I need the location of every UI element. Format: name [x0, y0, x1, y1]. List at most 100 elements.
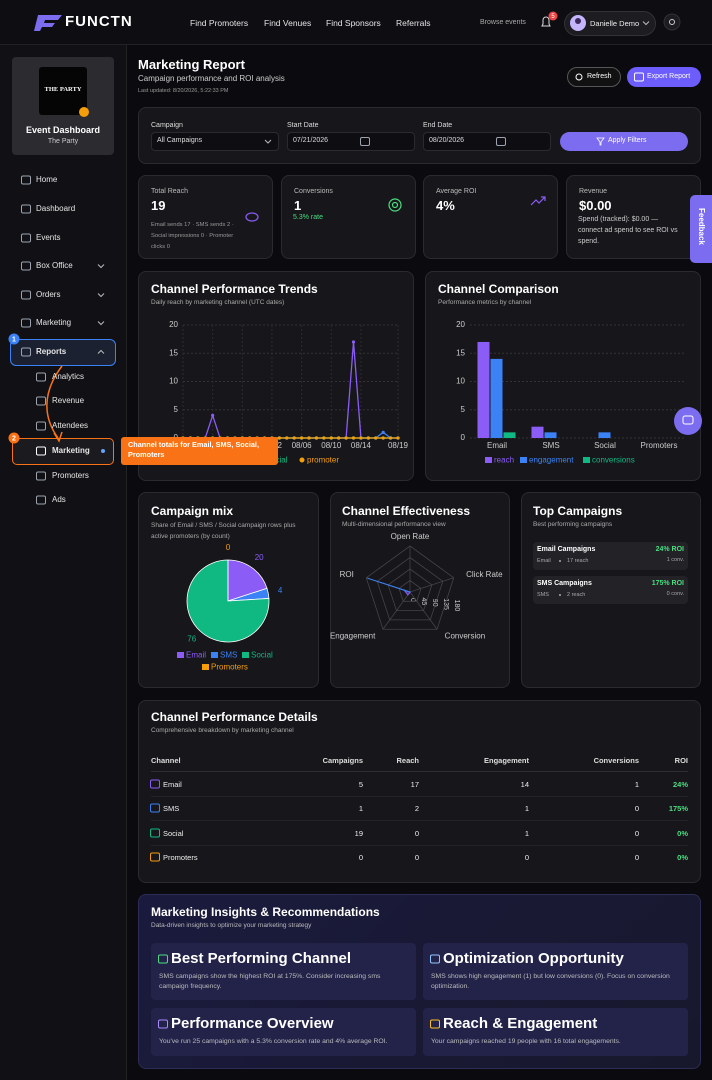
menu-item[interactable]: Marketing — [36, 318, 72, 328]
cell: 1 — [524, 828, 529, 838]
nav-link[interactable]: Referrals — [396, 17, 431, 28]
cell: 1 — [358, 803, 363, 813]
button-label: Refresh — [587, 72, 612, 80]
export-button[interactable] — [627, 67, 701, 87]
stat-value: 4% — [436, 198, 455, 214]
cell: Social — [163, 828, 184, 838]
cell: 0 — [414, 852, 419, 862]
column-header: ROI — [674, 755, 688, 765]
browse-link[interactable]: Browse events — [480, 18, 526, 26]
filter-label: Start Date — [287, 121, 319, 129]
menu-item[interactable]: Dashboard — [36, 204, 76, 214]
logo: FUNCTN — [65, 13, 133, 30]
table-rule — [151, 771, 688, 772]
campaign-conversions: 0 conv. — [666, 590, 684, 597]
cell: 0 — [634, 803, 639, 813]
cell: 19 — [354, 828, 363, 838]
refresh-button[interactable] — [567, 67, 621, 87]
cell: 24% — [672, 779, 688, 789]
cell: Promoters — [163, 852, 198, 862]
stat-label: Conversions — [294, 187, 333, 195]
stat-card — [281, 175, 416, 259]
event-label: Event Dashboard — [25, 124, 101, 135]
submenu-item[interactable]: Attendees — [52, 421, 89, 431]
menu-item[interactable]: Reports — [36, 347, 67, 357]
submenu-item[interactable]: Ads — [52, 495, 66, 505]
stat-value: 1 — [294, 198, 302, 214]
campaign-row — [533, 542, 688, 570]
cell: 17 — [410, 779, 419, 789]
insight-title: Reach & Engagement — [443, 1015, 598, 1032]
row-rule — [151, 845, 688, 846]
filter-label: Campaign — [151, 121, 183, 129]
card-title: Channel Performance Details — [151, 709, 318, 724]
cell: 0 — [358, 852, 363, 862]
input-value: All Campaigns — [157, 137, 203, 145]
user-name: Danielle Demo — [590, 18, 640, 28]
apply-button[interactable] — [560, 132, 688, 151]
stat-label: Total Reach — [151, 187, 188, 195]
input-value: 08/20/2026 — [429, 137, 465, 145]
card-subtitle: Comprehensive breakdown by marketing cha… — [151, 727, 294, 735]
menu-item[interactable]: Events — [36, 233, 61, 243]
comparison-card — [425, 271, 701, 481]
card-title: Campaign mix — [151, 503, 234, 518]
cell: 1 — [524, 803, 529, 813]
campaign-roi: 175% ROI — [651, 579, 684, 587]
submenu-item[interactable]: Revenue — [52, 396, 85, 406]
insight — [423, 943, 688, 1000]
menu-item[interactable]: Orders — [36, 290, 61, 300]
insight-text: Your campaigns reached 19 people with 16… — [431, 1038, 621, 1045]
cell: 0 — [414, 828, 419, 838]
insight-title: Best Performing Channel — [171, 950, 352, 967]
submenu-item[interactable]: Promoters — [52, 471, 89, 481]
cell: 14 — [520, 779, 529, 789]
insight — [151, 1008, 416, 1056]
card-subtitle: Best performing campaigns — [533, 521, 613, 529]
card-title: Channel Performance Trends — [151, 281, 318, 296]
input[interactable] — [287, 132, 415, 151]
stat-card — [566, 175, 701, 259]
cell: 2 — [414, 803, 419, 813]
card-subtitle: Share of Email / SMS / Social campaign r… — [151, 522, 296, 540]
campaign-name: SMS Campaigns — [537, 579, 592, 587]
input[interactable] — [423, 132, 551, 151]
stat-label: Revenue — [579, 187, 608, 195]
filter-label: End Date — [423, 121, 453, 129]
card-subtitle: Data-driven insights to optimize your ma… — [151, 922, 312, 930]
campaign-channel: Email — [537, 557, 551, 564]
card-subtitle: Daily reach by marketing channel (UTC da… — [151, 299, 285, 307]
tooltip: Channel totals for Email, SMS, Social, P… — [121, 437, 278, 465]
card-subtitle: Performance metrics by channel — [438, 299, 532, 307]
submenu-item[interactable]: Analytics — [52, 372, 85, 382]
event-name: The Party — [47, 137, 79, 145]
stat-note: 5.3% rate — [293, 213, 323, 221]
insight-text: SMS shows high engagement (1) but low co… — [431, 973, 670, 990]
cell: SMS — [163, 803, 180, 813]
card-subtitle: Multi-dimensional performance view — [342, 521, 446, 529]
card-title: Channel Comparison — [438, 281, 559, 296]
row-rule — [151, 820, 688, 821]
cell: 1 — [634, 779, 639, 789]
menu-item[interactable]: Home — [36, 175, 58, 185]
nav-link[interactable]: Find Promoters — [190, 17, 249, 28]
campaign-reach: 2 reach — [567, 591, 586, 598]
menu-item[interactable]: Box Office — [36, 261, 73, 271]
input-value: 07/21/2026 — [293, 137, 329, 145]
feedback-label: Feedback — [697, 208, 706, 245]
column-header: Channel — [151, 755, 181, 765]
campaign-roi: 24% ROI — [655, 545, 684, 553]
insight-text: SMS campaigns show the highest ROI at 17… — [159, 973, 381, 990]
updated: Last updated: 8/20/2026, 5:22:33 PM — [138, 87, 229, 94]
nav-link[interactable]: Find Sponsors — [326, 17, 381, 28]
nav-link[interactable]: Find Venues — [264, 17, 312, 28]
insight-title: Performance Overview — [171, 1015, 334, 1032]
event-logo-text: THE PARTY — [44, 86, 82, 94]
input[interactable] — [151, 132, 279, 151]
stat-value: $0.00 — [579, 198, 612, 214]
feedback-tab[interactable] — [690, 195, 712, 263]
cell: 0 — [634, 828, 639, 838]
card-title: Channel Effectiveness — [342, 503, 471, 518]
cell: 0 — [524, 852, 529, 862]
submenu-item[interactable]: Marketing — [52, 446, 90, 456]
